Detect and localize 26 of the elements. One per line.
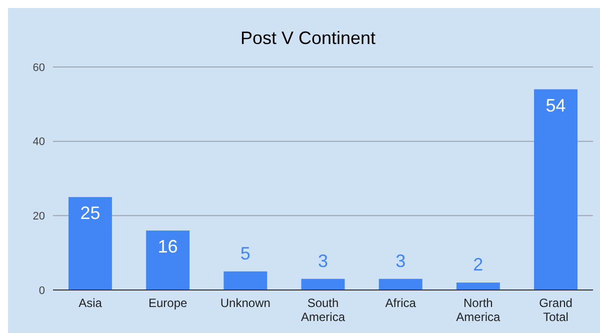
y-tick-label: 0 [38,284,45,297]
x-tick-label: Asia [78,296,102,310]
bar [378,278,422,290]
x-tick-label: Africa [385,296,416,310]
data-label: 5 [240,243,250,264]
x-tick-label: Europe [148,296,188,310]
y-tick-label: 20 [32,210,45,223]
data-label: 25 [80,203,100,224]
data-label: 54 [546,95,566,116]
data-label: 3 [318,250,328,271]
bar [68,197,112,290]
y-tick-label: 60 [32,62,45,74]
data-label: 16 [158,236,178,257]
bar [301,278,345,290]
x-tick-label: North America [456,296,500,324]
x-tick-label: Unknown [220,296,270,310]
x-tick-label: South America [300,296,346,324]
chart-title: Post V Continent [240,28,376,48]
data-label: 3 [396,250,406,271]
data-label: 2 [473,254,484,275]
bar [146,230,190,290]
bar [456,282,500,290]
bar [534,89,578,290]
bar [224,271,268,290]
x-tick-label: Grand Total [539,296,572,324]
y-tick-label: 40 [32,136,45,148]
